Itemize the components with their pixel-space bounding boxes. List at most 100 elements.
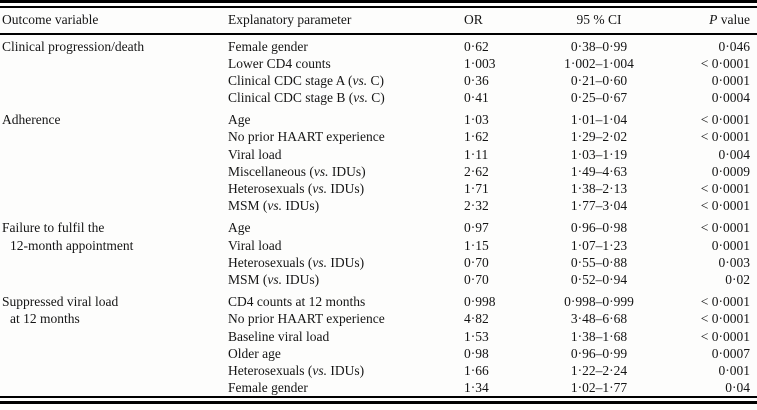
p-cell: < 0·0001 <box>700 55 750 71</box>
or-cell: 1·66 <box>464 362 489 378</box>
table-row: Heterosexuals (vs. IDUs) 0·70 0·55–0·88 0·0… <box>228 254 750 271</box>
ci-cell: 0·25–0·67 <box>570 90 628 106</box>
ci-cell: 1·29–2·02 <box>570 129 628 145</box>
header-or: OR <box>464 12 483 28</box>
param-cell: Age <box>228 220 251 236</box>
param-cell: Baseline viral load <box>228 328 330 344</box>
p-cell: 0·0007 <box>711 345 750 361</box>
param-cell: Clinical CDC stage A (vs. C) <box>228 72 384 88</box>
p-cell: < 0·0001 <box>700 220 750 236</box>
param-cell: Heterosexuals (vs. IDUs) <box>228 181 365 196</box>
table-row: Heterosexuals (vs. IDUs) 1·71 1·38–2·13 < 0… <box>228 180 750 197</box>
outcome-section: Failure to fulfil the 12-month appointmen… <box>2 219 750 288</box>
header-rule <box>0 33 757 35</box>
outcome-line: Suppressed viral load <box>2 294 119 310</box>
ci-cell: 1·07–1·23 <box>570 237 628 253</box>
or-cell: 1·71 <box>464 181 489 196</box>
ci-cell: 1·38–2·13 <box>570 181 628 196</box>
table-row: Lower CD4 counts 1·003 1·002–1·004 < 0·0001 <box>228 55 750 72</box>
or-cell: 1·34 <box>464 380 489 396</box>
table-row: CD4 counts at 12 months 0·998 0·998–0·999 <… <box>228 293 750 310</box>
param-cell: No prior HAART experience <box>228 311 385 327</box>
or-cell: 0·70 <box>464 271 489 287</box>
or-cell: 0·62 <box>464 38 489 54</box>
table-row: MSM (vs. IDUs) 2·32 1·77–3·04 < 0·0001 <box>228 197 750 214</box>
bottom-rule-thin <box>0 396 757 398</box>
or-cell: 0·97 <box>464 220 489 236</box>
p-cell: < 0·0001 <box>700 328 750 344</box>
header-95ci: 95 % CI <box>576 12 622 28</box>
or-cell: 0·41 <box>464 90 489 106</box>
param-cell: Viral load <box>228 237 282 253</box>
header-p-rest: value <box>717 12 750 28</box>
table-row: No prior HAART experience 1·62 1·29–2·02 < … <box>228 128 750 145</box>
ci-cell: 1·01–1·04 <box>570 112 628 128</box>
top-rule-thick <box>0 0 757 3</box>
table-row: Clinical CDC stage A (vs. C) 0·36 0·21–0·6… <box>228 72 750 89</box>
ci-cell: 3·48–6·68 <box>570 311 628 327</box>
p-cell: 0·0009 <box>711 163 750 179</box>
or-cell: 0·98 <box>464 345 489 361</box>
outcome-variable-cell: Adherence <box>2 111 228 128</box>
outcome-variable-cell: Failure to fulfil the 12-month appointmen… <box>2 219 228 253</box>
p-cell: < 0·0001 <box>700 181 750 196</box>
table-row: No prior HAART experience 4·82 3·48–6·68 < … <box>228 310 750 327</box>
outcome-variable-cell: Clinical progression/death <box>2 38 228 55</box>
param-cell: MSM (vs. IDUs) <box>228 271 320 287</box>
p-cell: 0·003 <box>718 254 751 270</box>
p-cell: < 0·0001 <box>700 198 750 214</box>
p-cell: 0·0001 <box>711 237 750 253</box>
param-cell: Viral load <box>228 146 282 162</box>
or-cell: 1·03 <box>464 112 489 128</box>
param-cell: Miscellaneous (vs. IDUs) <box>228 163 366 179</box>
section-rows: Female gender 0·62 0·38–0·99 0·046 Lower CD4… <box>228 38 750 107</box>
table-row: Miscellaneous (vs. IDUs) 2·62 1·49–4·63 0·0… <box>228 163 750 180</box>
table-header: Outcome variable Explanatory parameter O… <box>0 8 757 34</box>
table-row: Older age 0·98 0·96–0·99 0·0007 <box>228 345 750 362</box>
p-cell: 0·02 <box>725 271 750 287</box>
p-cell: 0·04 <box>725 380 750 396</box>
p-cell: < 0·0001 <box>700 311 750 327</box>
or-cell: 1·62 <box>464 129 489 145</box>
ci-cell: 0·21–0·60 <box>570 72 628 88</box>
param-cell: Heterosexuals (vs. IDUs) <box>228 254 365 270</box>
or-cell: 0·998 <box>464 294 496 310</box>
param-cell: No prior HAART experience <box>228 129 385 145</box>
outcome-line: Clinical progression/death <box>2 38 145 54</box>
table-body: Clinical progression/death Female gender 0… <box>0 35 757 397</box>
ci-cell: 1·38–1·68 <box>570 328 628 344</box>
param-cell: Heterosexuals (vs. IDUs) <box>228 362 365 378</box>
table-row: Age 0·97 0·96–0·98 < 0·0001 <box>228 219 750 236</box>
ci-cell: 1·22–2·24 <box>570 362 628 378</box>
or-cell: 4·82 <box>464 311 489 327</box>
param-cell: Female gender <box>228 38 308 54</box>
header-p-value: P value <box>668 12 750 28</box>
p-cell: < 0·0001 <box>700 129 750 145</box>
section-rows: Age 0·97 0·96–0·98 < 0·0001 Viral load 1·15 1·… <box>228 219 750 288</box>
ci-cell: 1·49–4·63 <box>570 163 628 179</box>
header-explanatory-parameter: Explanatory parameter <box>228 12 352 28</box>
table-row: MSM (vs. IDUs) 0·70 0·52–0·94 0·02 <box>228 271 750 288</box>
outcome-line: at 12 months <box>10 311 80 327</box>
or-cell: 1·53 <box>464 328 489 344</box>
or-cell: 1·15 <box>464 237 489 253</box>
ci-cell: 1·77–3·04 <box>570 198 628 214</box>
param-cell: Clinical CDC stage B (vs. C) <box>228 90 385 106</box>
top-rule-thin <box>0 6 757 8</box>
ci-cell: 0·55–0·88 <box>570 254 628 270</box>
outcome-line: Failure to fulfil the <box>2 220 105 236</box>
table-row: Female gender 0·62 0·38–0·99 0·046 <box>228 38 750 55</box>
outcome-section: Suppressed viral load at 12 months CD4 cou… <box>2 293 750 396</box>
ci-cell: 0·96–0·98 <box>570 220 628 236</box>
p-cell: < 0·0001 <box>700 294 750 310</box>
outcome-section: Adherence Age 1·03 1·01–1·04 < 0·0001 No prio… <box>2 111 750 214</box>
table-row: Baseline viral load 1·53 1·38–1·68 < 0·0001 <box>228 328 750 345</box>
ci-cell: 0·38–0·99 <box>570 38 628 54</box>
ci-cell: 1·03–1·19 <box>570 146 628 162</box>
param-cell: Lower CD4 counts <box>228 55 331 71</box>
or-cell: 0·36 <box>464 72 489 88</box>
ci-cell: 1·02–1·77 <box>570 380 628 396</box>
table-row: Heterosexuals (vs. IDUs) 1·66 1·22–2·24 0·0… <box>228 362 750 379</box>
param-cell: MSM (vs. IDUs) <box>228 198 320 214</box>
